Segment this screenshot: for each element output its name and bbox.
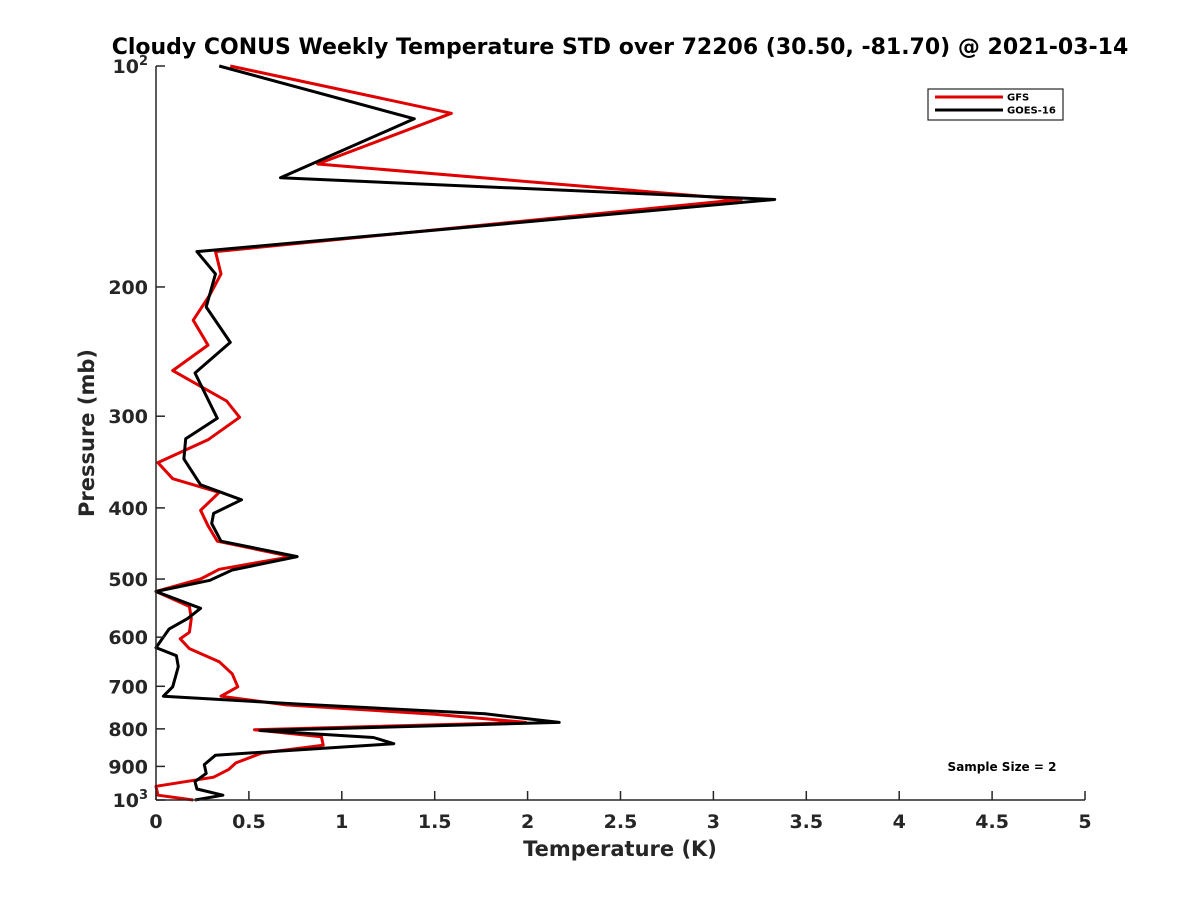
legend-box xyxy=(927,88,1064,121)
x-tick-label: 3.5 xyxy=(789,811,823,833)
y-tick-label: 102 xyxy=(113,54,149,78)
x-axis-label: Temperature (K) xyxy=(523,837,717,861)
series-line-goes-16 xyxy=(154,64,777,802)
x-tick-label: 3 xyxy=(707,811,720,833)
x-tick-label: 0.5 xyxy=(232,811,266,833)
y-tick-exponent: 3 xyxy=(139,788,148,803)
chart-title: Cloudy CONUS Weekly Temperature STD over… xyxy=(112,35,1129,60)
x-tick-label: 1 xyxy=(335,811,348,833)
y-tick-label: 500 xyxy=(108,569,148,591)
legend-label: GOES-16 xyxy=(1007,106,1056,117)
y-tick-label: 200 xyxy=(108,277,148,299)
x-tick-label: 0 xyxy=(149,811,162,833)
y-tick-label: 400 xyxy=(108,498,148,520)
y-tick-label: 900 xyxy=(108,756,148,778)
y-tick-label: 300 xyxy=(108,406,148,428)
x-tick-label: 4.5 xyxy=(975,811,1009,833)
x-tick-label: 1.5 xyxy=(418,811,452,833)
legend-label: GFS xyxy=(1007,93,1029,104)
y-tick-exponent: 2 xyxy=(139,54,148,69)
y-tick-base: 10 xyxy=(113,56,139,78)
y-tick-label: 800 xyxy=(108,719,148,741)
y-axis-label: Pressure (mb) xyxy=(75,349,99,517)
legend: GFS GOES-16 xyxy=(927,88,1064,121)
y-tick-label: 103 xyxy=(113,788,149,812)
y-tick-label: 600 xyxy=(108,627,148,649)
x-tick-label: 2.5 xyxy=(604,811,638,833)
x-tick-label: 5 xyxy=(1078,811,1091,833)
x-axis-ticks: 0 0.5 1 1.5 2 2.5 3 3.5 4 4.5 5 xyxy=(149,791,1092,833)
y-tick-base: 10 xyxy=(113,790,139,812)
x-tick-label: 4 xyxy=(893,811,906,833)
x-tick-label: 2 xyxy=(521,811,534,833)
plot-lines xyxy=(154,64,777,802)
sample-size-annotation: Sample Size = 2 xyxy=(948,760,1057,774)
series-line-gfs xyxy=(154,64,743,802)
y-tick-label: 700 xyxy=(108,676,148,698)
